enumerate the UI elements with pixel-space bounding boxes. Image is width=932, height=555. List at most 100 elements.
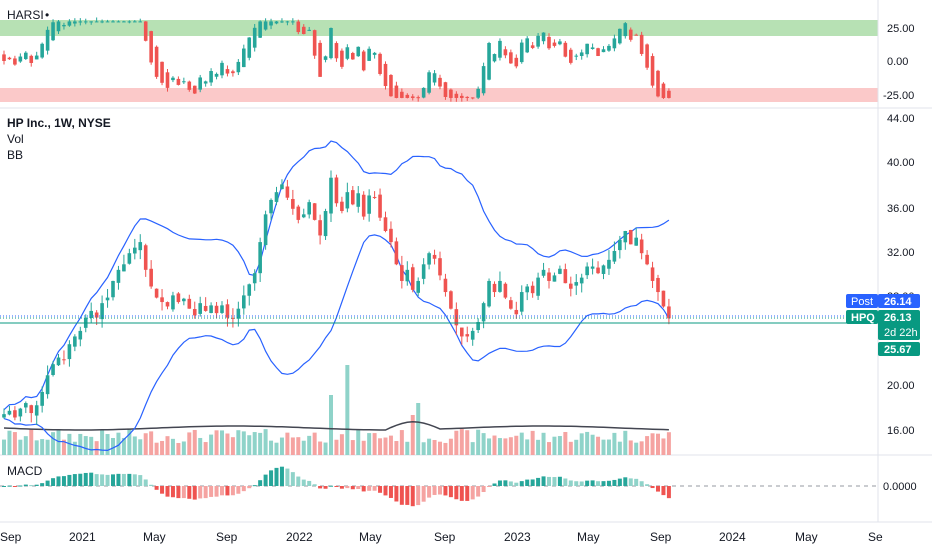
time-label: May (577, 530, 600, 544)
harsi-candle (394, 85, 399, 98)
macd-histogram-bar (247, 486, 252, 489)
volume-bar (72, 441, 77, 455)
time-axis[interactable]: Sep 2021 May Sep 2022 May Sep 2023 May S… (0, 530, 883, 544)
macd-histogram-bar (639, 481, 644, 486)
volume-bar (345, 365, 350, 455)
harsi-candle (438, 77, 442, 87)
macd-histogram-bar (421, 486, 426, 502)
harsi-candle (389, 74, 393, 97)
candle-body (509, 300, 513, 309)
volume-bar (590, 434, 595, 455)
candle-body (340, 201, 344, 212)
candle-body (536, 277, 540, 296)
volume-bar (323, 442, 328, 455)
bb-label[interactable]: BB (7, 148, 23, 162)
candle-body (198, 303, 202, 314)
candle-body (209, 305, 213, 314)
harsi-candle (242, 48, 246, 68)
harsi-candle (209, 71, 213, 83)
macd-histogram-bar (241, 486, 246, 492)
candle-body (585, 266, 589, 276)
candle-body (274, 192, 279, 202)
macd-histogram-bar (220, 486, 224, 496)
candle-body (367, 195, 371, 214)
harsi-candle (465, 96, 470, 98)
macd-histogram-bar (181, 486, 186, 499)
macd-histogram-bar (116, 473, 121, 486)
macd-histogram-bar (557, 476, 562, 486)
macd-histogram-bar (7, 485, 12, 487)
harsi-candle (574, 55, 579, 57)
candle-body (51, 364, 55, 375)
harsi-candle (29, 55, 34, 63)
candle-body (24, 403, 28, 408)
volume-label[interactable]: Vol (7, 132, 24, 146)
harsi-candle (323, 56, 328, 60)
candle-body (552, 275, 557, 282)
macd-histogram-bar (187, 486, 192, 499)
candle-body (214, 305, 219, 314)
harsi-candle (307, 29, 311, 31)
macd-histogram-bar (225, 486, 230, 496)
macd-histogram-bar (312, 484, 317, 486)
macd-histogram-bar (318, 486, 323, 489)
macd-histogram-bar (601, 481, 606, 486)
harsi-candle (590, 47, 595, 49)
volume-bar (656, 433, 660, 455)
harsi-candle (367, 48, 371, 61)
volume-bar (568, 441, 573, 455)
macd-histogram-bar (443, 486, 448, 496)
macd-histogram-bar (176, 486, 181, 499)
harsi-candle (645, 44, 649, 68)
macd-histogram-bar (350, 486, 355, 490)
macd-histogram-bar (399, 486, 404, 505)
volume-bar (269, 440, 274, 455)
candle-body (291, 198, 295, 209)
volume-bar (160, 440, 165, 455)
macd-histogram-bar (508, 481, 513, 486)
harsi-candle (476, 88, 480, 98)
harsi-candle (405, 94, 410, 98)
volume-bar (459, 429, 464, 455)
volume-bar (628, 440, 633, 455)
harsi-candle (432, 73, 437, 83)
harsi-candle (78, 21, 83, 23)
candle-body (427, 253, 431, 265)
harsi-candle (634, 34, 638, 36)
harsi-tick-0: 0.00 (887, 56, 908, 68)
candle-body (45, 375, 50, 395)
macd-histogram-bar (61, 476, 66, 486)
price-axis[interactable]: 25.00 0.00 -25.00 44.00 40.00 36.00 32.0… (846, 23, 920, 493)
macd-histogram-bar (470, 486, 475, 500)
candle-body (301, 214, 306, 218)
harsi-candle (269, 21, 273, 26)
hpq-symbol-bg (846, 310, 878, 324)
volume-bar (247, 435, 252, 455)
macd-title[interactable]: MACD (7, 464, 43, 478)
candle-body (122, 264, 126, 272)
macd-histogram-bar (606, 480, 611, 486)
harsi-candle (116, 21, 121, 23)
harsi-candle (83, 21, 88, 23)
harsi-candle (34, 55, 39, 60)
macd-histogram-bar (45, 480, 50, 486)
harsi-candle (601, 49, 606, 53)
macd-histogram-bar (34, 484, 39, 486)
harsi-candle (481, 66, 486, 94)
volume-bar (230, 437, 235, 455)
macd-histogram-bar (230, 486, 235, 496)
candle-body (530, 285, 535, 294)
harsi-candle (133, 21, 137, 23)
harsi-candle (13, 58, 17, 65)
symbol-title[interactable]: HP Inc., 1W, NYSE (7, 116, 111, 130)
volume-bar (56, 430, 61, 455)
harsi-candle (351, 53, 355, 60)
time-label: May (359, 530, 382, 544)
candle-body (405, 269, 410, 282)
macd-histogram-bar (579, 481, 584, 486)
candle-body (18, 408, 23, 417)
candle-body (203, 305, 208, 311)
macd-histogram-bar (51, 478, 56, 486)
